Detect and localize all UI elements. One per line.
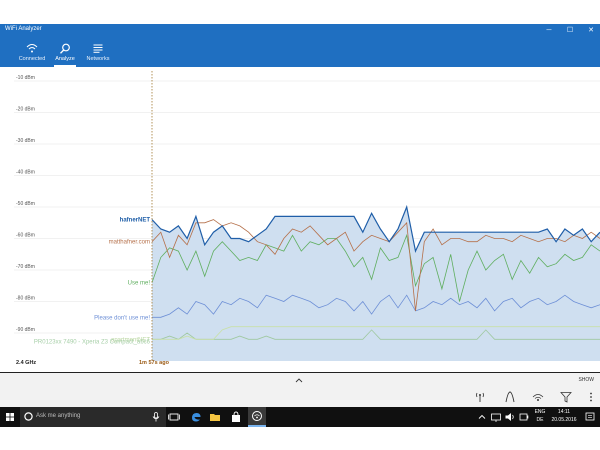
signal-icon[interactable] xyxy=(531,391,545,403)
more-icon[interactable] xyxy=(584,391,598,403)
language-indicator[interactable]: ENG xyxy=(534,409,546,415)
minimize-button[interactable]: ─ xyxy=(546,27,552,34)
command-bar xyxy=(0,387,600,407)
task-view-icon[interactable] xyxy=(167,410,181,424)
details-expander: SHOW xyxy=(0,373,600,387)
series-area-0 xyxy=(152,207,600,361)
series-labels: hafnerNET matthafner.com Use me! Please don… xyxy=(34,218,151,346)
title-bar: WiFi Analyzer ─ ☐ ✕ xyxy=(0,24,600,37)
y-tick-label: -70 dBm xyxy=(16,264,35,270)
series-line-2 xyxy=(151,233,600,302)
chart-area-fill xyxy=(152,207,600,361)
y-tick-label: -50 dBm xyxy=(16,201,35,207)
tab-networks-label: Networks xyxy=(86,56,110,62)
search-placeholder: Ask me anything xyxy=(36,413,81,419)
y-tick-label: -20 dBm xyxy=(16,107,35,113)
close-button[interactable]: ✕ xyxy=(588,27,594,34)
taskbar: Ask me anything xyxy=(0,407,600,427)
channel-icon[interactable] xyxy=(503,391,517,403)
store-icon[interactable] xyxy=(229,410,243,424)
maximize-button[interactable]: ☐ xyxy=(566,27,574,34)
chevron-up-icon[interactable] xyxy=(292,374,306,386)
frequency-label: 2.4 GHz xyxy=(16,360,37,366)
window-title: WiFi Analyzer xyxy=(5,26,42,32)
screen-bottom xyxy=(0,427,600,450)
series-line-0 xyxy=(151,204,600,254)
taskbar-search-box[interactable]: Ask me anything xyxy=(20,407,166,427)
show-button[interactable]: SHOW xyxy=(578,377,594,383)
file-explorer-icon[interactable] xyxy=(208,410,222,424)
clock-date[interactable]: 20.05.2016 xyxy=(551,417,577,423)
series-label-3[interactable]: Please don't use me! xyxy=(94,315,150,321)
series-line-1 xyxy=(151,219,600,311)
series-label-2[interactable]: Use me! xyxy=(128,281,151,287)
tray-volume-icon[interactable] xyxy=(503,410,517,424)
antenna-icon[interactable] xyxy=(473,391,487,403)
series-label-1[interactable]: matthafner.com xyxy=(109,240,150,246)
series-label-5[interactable]: PR0123xx 7490 - Xperia Z3 Compact_a6c6 xyxy=(34,339,151,345)
windows-start-icon[interactable] xyxy=(3,410,17,424)
edge-browser-icon[interactable] xyxy=(189,410,203,424)
chart-series xyxy=(151,204,600,340)
series-label-4[interactable]: apartmentNET xyxy=(111,337,150,343)
signal-chart: -10 dBm -20 dBm -30 dBm -40 dBm -50 dBm -60 d… xyxy=(14,71,600,361)
tab-connected[interactable]: Connected xyxy=(14,37,50,67)
action-center-icon[interactable] xyxy=(583,410,597,424)
tray-overflow-icon[interactable] xyxy=(475,410,489,424)
tray-network-icon[interactable] xyxy=(489,410,503,424)
list-icon xyxy=(93,44,103,53)
y-tick-label: -80 dBm xyxy=(16,296,35,302)
y-tick-label: -30 dBm xyxy=(16,138,35,144)
tab-analyze-label: Analyze xyxy=(55,56,75,62)
nav-ribbon: Connected Analyze Networks xyxy=(0,37,600,67)
wifi-icon xyxy=(26,44,38,53)
y-tick-label: -90 dBm xyxy=(16,327,35,333)
y-tick-label: -40 dBm xyxy=(16,170,35,176)
taskbar-wifi-analyzer-app[interactable] xyxy=(248,407,266,427)
tab-analyze[interactable]: Analyze xyxy=(50,37,80,67)
cortana-icon xyxy=(24,412,33,421)
search-icon xyxy=(59,43,70,54)
clock-time[interactable]: 14:11 xyxy=(557,409,571,415)
y-tick-label: -60 dBm xyxy=(16,233,35,239)
tray-battery-icon[interactable] xyxy=(517,410,531,424)
locale-indicator[interactable]: DE xyxy=(536,417,544,423)
tab-networks[interactable]: Networks xyxy=(82,37,114,67)
microphone-icon[interactable] xyxy=(152,412,160,422)
filter-icon[interactable] xyxy=(559,391,573,403)
wifi-analyzer-app-icon xyxy=(252,411,262,421)
series-line-4 xyxy=(152,326,600,340)
tab-connected-label: Connected xyxy=(18,56,46,62)
series-line-5 xyxy=(152,329,600,340)
y-tick-label: -10 dBm xyxy=(16,75,35,81)
series-label-0[interactable]: hafnerNET xyxy=(120,218,151,224)
series-line-3 xyxy=(152,294,600,318)
time-marker-label: 1m 57s ago xyxy=(139,360,169,366)
chart-baseline xyxy=(0,372,600,373)
